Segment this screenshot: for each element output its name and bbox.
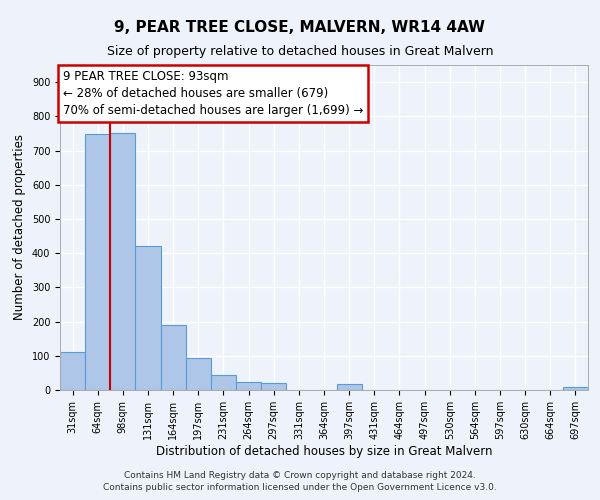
Text: 9 PEAR TREE CLOSE: 93sqm
← 28% of detached houses are smaller (679)
70% of semi-: 9 PEAR TREE CLOSE: 93sqm ← 28% of detach… — [62, 70, 363, 117]
Text: Size of property relative to detached houses in Great Malvern: Size of property relative to detached ho… — [107, 45, 493, 58]
Text: 9, PEAR TREE CLOSE, MALVERN, WR14 4AW: 9, PEAR TREE CLOSE, MALVERN, WR14 4AW — [115, 20, 485, 35]
Bar — [563, 388, 588, 390]
Bar — [136, 246, 161, 390]
Bar — [261, 383, 286, 390]
Bar — [186, 358, 211, 390]
Bar — [211, 374, 236, 390]
Bar — [110, 134, 136, 390]
Y-axis label: Number of detached properties: Number of detached properties — [13, 134, 26, 320]
Bar — [161, 325, 186, 390]
Bar — [337, 384, 362, 390]
Bar — [85, 134, 110, 390]
Bar — [236, 382, 261, 390]
Text: Contains HM Land Registry data © Crown copyright and database right 2024.
Contai: Contains HM Land Registry data © Crown c… — [103, 471, 497, 492]
X-axis label: Distribution of detached houses by size in Great Malvern: Distribution of detached houses by size … — [156, 444, 492, 458]
Bar — [60, 352, 85, 390]
